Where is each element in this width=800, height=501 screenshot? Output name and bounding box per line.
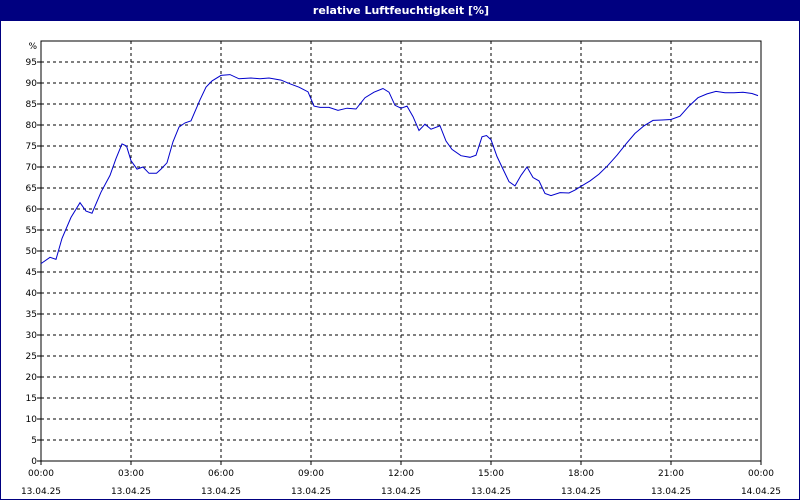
y-tick-label: 95 — [26, 58, 37, 68]
humidity-series-line — [40, 74, 759, 265]
x-tick-time-label: 09:00 — [298, 469, 324, 479]
x-tick-date-label: 13.04.25 — [381, 487, 421, 497]
y-tick-label: 10 — [26, 415, 38, 425]
x-tick-time-label: 03:00 — [118, 469, 144, 479]
chart-title: relative Luftfeuchtigkeit [%] — [1, 1, 800, 21]
x-tick-date-label: 13.04.25 — [21, 487, 61, 497]
x-tick-time-label: 00:00 — [28, 469, 54, 479]
y-tick-label: 75 — [26, 142, 37, 152]
y-tick-label: 60 — [26, 205, 38, 215]
x-tick-time-label: 00:00 — [748, 469, 774, 479]
y-tick-label: 20 — [26, 373, 38, 383]
y-tick-label: 15 — [26, 394, 37, 404]
y-tick-label: 70 — [26, 163, 38, 173]
y-tick-label: 45 — [26, 268, 37, 278]
x-tick-time-label: 21:00 — [658, 469, 684, 479]
y-tick-label: 55 — [26, 226, 37, 236]
grid-layer — [41, 41, 761, 461]
x-tick-date-label: 14.04.25 — [741, 487, 781, 497]
x-tick-time-label: 06:00 — [208, 469, 234, 479]
y-tick-label: 25 — [26, 352, 37, 362]
y-tick-label: 90 — [26, 79, 38, 89]
y-axis-unit-label: % — [28, 42, 37, 52]
y-tick-label: 50 — [26, 247, 38, 257]
y-tick-label: 85 — [26, 100, 37, 110]
x-tick-date-label: 13.04.25 — [651, 487, 691, 497]
x-tick-date-label: 13.04.25 — [111, 487, 151, 497]
x-tick-date-label: 13.04.25 — [561, 487, 601, 497]
x-tick-time-label: 12:00 — [388, 469, 414, 479]
x-tick-date-label: 13.04.25 — [291, 487, 331, 497]
y-tick-label: 35 — [26, 310, 37, 320]
y-tick-label: 5 — [31, 436, 37, 446]
y-tick-label: 80 — [26, 121, 38, 131]
y-tick-label: 40 — [26, 289, 38, 299]
series-layer — [40, 74, 759, 265]
x-tick-time-label: 15:00 — [478, 469, 504, 479]
x-tick-date-label: 13.04.25 — [201, 487, 241, 497]
y-tick-label: 30 — [26, 331, 38, 341]
x-tick-date-label: 13.04.25 — [471, 487, 511, 497]
y-tick-label: 65 — [26, 184, 37, 194]
x-tick-time-label: 18:00 — [568, 469, 594, 479]
y-tick-label: 0 — [31, 457, 37, 467]
tick-layer: 0 5 10 15 20 25 30 35 40 45 50 55 60 65 70 75 80 85 90 95 00… — [21, 58, 781, 497]
